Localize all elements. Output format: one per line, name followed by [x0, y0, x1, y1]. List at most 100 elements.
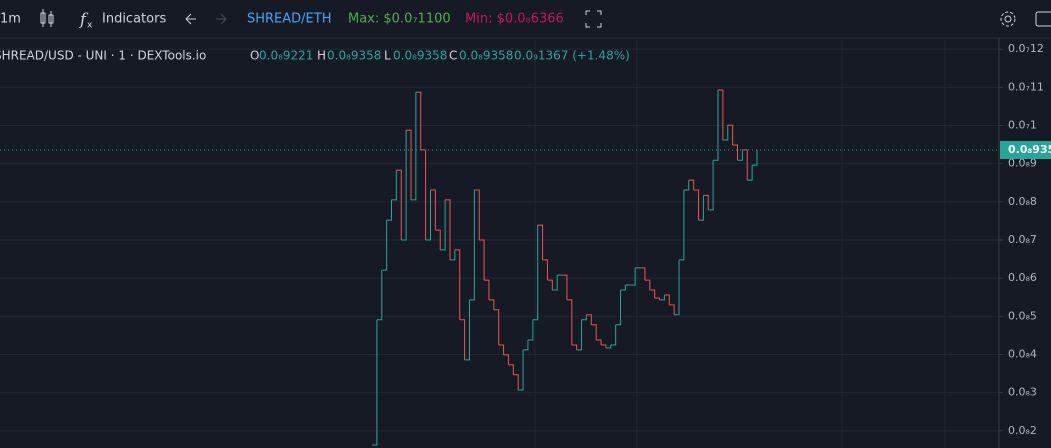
price-segment: [415, 91, 422, 150]
price-segment: [732, 144, 739, 161]
price-segment: [537, 224, 544, 260]
price-segment: [469, 189, 475, 301]
price-segment: [445, 199, 451, 260]
y-tick-label: 0.0₈9: [1008, 157, 1037, 170]
price-segment: [488, 299, 495, 310]
y-tick-label: 0.0₇1: [1008, 118, 1037, 131]
interval[interactable]: 1m: [0, 12, 21, 27]
screenshot-icon[interactable]: [1035, 11, 1051, 27]
vertical-grid: [534, 40, 946, 448]
price-segment: [562, 274, 568, 300]
price-segment: [498, 344, 505, 355]
price-segment: [518, 349, 524, 391]
price-segment: [640, 267, 646, 281]
price-segment: [425, 189, 431, 241]
ohlc-value: 0.0₈9358: [459, 49, 513, 63]
price-segment: [386, 199, 392, 221]
ohlc-value: 0.0₈9358: [327, 49, 381, 63]
price-segment: [654, 297, 661, 300]
indicators-button[interactable]: Indicators: [102, 12, 166, 27]
redo-icon[interactable]: [216, 13, 227, 25]
y-tick-label: 0.0₈4: [1008, 347, 1037, 360]
price-segment: [571, 344, 578, 350]
price-segment: [503, 354, 509, 365]
fx-icon[interactable]: f: [79, 10, 89, 29]
y-tick-label: 0.0₈7: [1008, 233, 1037, 246]
price-segment: [620, 285, 626, 291]
price-segment: [698, 195, 704, 221]
y-tick-label: 0.0₈6: [1008, 271, 1037, 284]
price-segment: [688, 179, 695, 190]
price-segment: [532, 225, 539, 321]
price-segment: [727, 124, 734, 145]
price-segment: [523, 339, 529, 351]
price-segment: [381, 220, 388, 271]
min-price: Min: $0.0₈6366: [465, 12, 564, 27]
y-tick-label: 0.0₈3: [1008, 386, 1037, 399]
price-segment: [372, 319, 378, 446]
y-tick-label: 0.0₈8: [1008, 195, 1037, 208]
price-segment: [659, 294, 665, 301]
ohlc-key: L: [384, 49, 391, 63]
price-segment: [513, 374, 519, 390]
price-segment: [581, 314, 587, 321]
toolbar: [0, 0, 1051, 38]
price-segment: [420, 149, 427, 240]
fullscreen-icon[interactable]: [585, 10, 602, 28]
symbol: SHREAD/USD - UNI · 1 · DEXTools.io: [0, 49, 206, 63]
price-segment: [601, 344, 607, 349]
price-segment: [747, 165, 753, 181]
price-segment: [630, 267, 636, 286]
price-segment: [376, 270, 383, 321]
y-tick-label: 0.0₇12: [1008, 42, 1044, 55]
price-segment: [644, 279, 651, 290]
price-segment: [406, 129, 412, 200]
y-tick-label: 0.0₈2: [1008, 424, 1037, 437]
price-segment: [547, 279, 553, 290]
y-tick-label: 0.0₈5: [1008, 309, 1037, 322]
price-segment: [508, 364, 514, 375]
max-price: Max: $0.0₇1100: [348, 12, 451, 27]
price-segment: [493, 309, 500, 345]
price-segment: [591, 324, 597, 340]
change: 0.0₉1367 (+1.48%): [514, 49, 630, 63]
price-segment: [484, 279, 490, 300]
ohlc-value: 0.0₈9358: [393, 49, 447, 63]
price-segment: [396, 169, 402, 240]
current-price-label: 0.0₈9358: [1008, 143, 1051, 156]
legend: SHREAD/USD - UNI · 1 · DEXTools.io O 0.0…: [0, 49, 630, 63]
price-segment: [674, 259, 680, 316]
settings-icon[interactable]: [1000, 11, 1016, 27]
price-segment: [449, 249, 456, 261]
undo-icon[interactable]: [185, 13, 196, 25]
fx-icon-sub[interactable]: x: [87, 21, 93, 31]
price-segment: [410, 92, 417, 201]
price-segment: [576, 319, 583, 351]
price-segment: [596, 339, 602, 345]
price-segment: [391, 170, 397, 201]
price-segment: [542, 259, 548, 281]
ohlc-key: C: [449, 49, 457, 63]
price-segment: [615, 289, 622, 326]
pair-link[interactable]: SHREAD/ETH: [247, 12, 332, 27]
price-segment: [440, 199, 446, 251]
price-axis: 0.0₇12 0.0₇11 0.0₇1 0.0₈9 0.0₈8 0.0₈7 0.0₈6 0.0…: [999, 42, 1051, 437]
price-segment: [464, 299, 470, 361]
price-segment: [683, 180, 690, 191]
candles-icon[interactable]: [40, 9, 54, 27]
price-segment: [527, 319, 534, 341]
price-segment: [708, 160, 714, 211]
ohlc-key: H: [317, 49, 326, 63]
settings-icon-center: [1004, 15, 1012, 23]
price-segment: [479, 239, 485, 281]
price-segment: [566, 299, 573, 345]
ohlc-key: O: [250, 49, 259, 63]
y-tick-label: 0.0₇11: [1008, 80, 1044, 93]
price-segment: [610, 324, 617, 346]
price-segment: [459, 319, 466, 360]
price-segment: [586, 314, 592, 325]
price-segment: [454, 249, 461, 320]
price-segment: [679, 189, 685, 261]
